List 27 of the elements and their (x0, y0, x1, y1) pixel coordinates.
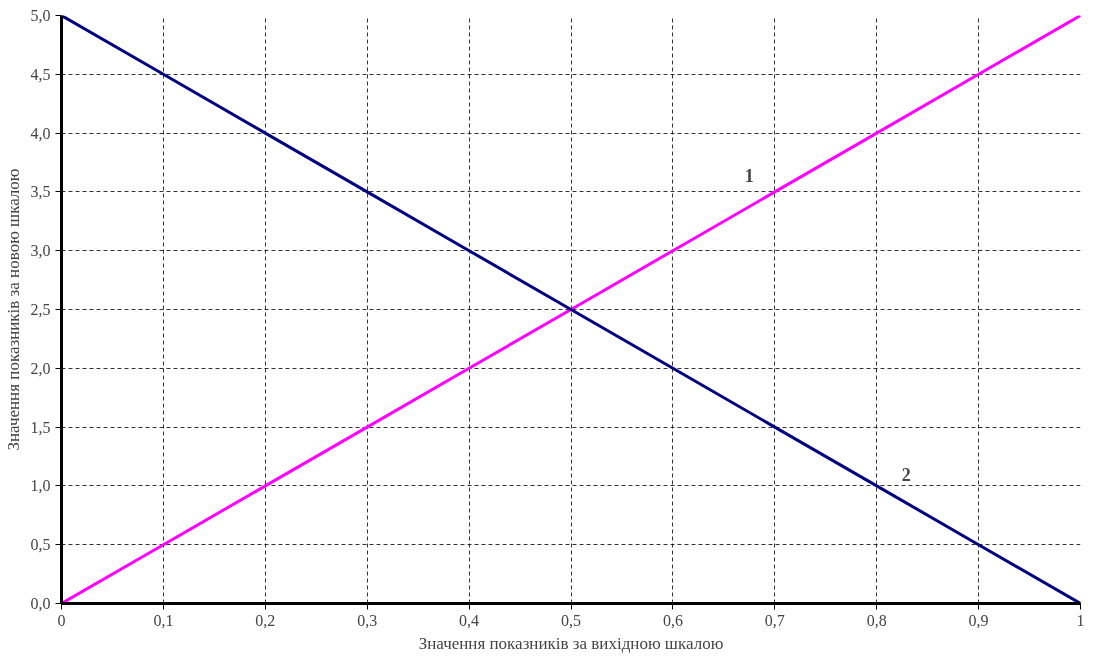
x-tick-label: 0,2 (255, 611, 276, 629)
y-tick-label: 0,5 (30, 536, 51, 554)
x-tick-label: 0 (57, 611, 66, 629)
y-tick-label: 2,5 (30, 301, 51, 318)
y-tick-label: 3,5 (30, 183, 51, 201)
y-tick-label: 0,0 (30, 595, 51, 612)
x-tick-label: 0,3 (357, 611, 378, 629)
x-tick-label: 0,6 (662, 611, 683, 629)
x-tick-label: 0,9 (968, 611, 989, 629)
y-tick-label: 1,5 (30, 418, 51, 436)
y-tick-label: 4,5 (30, 65, 51, 83)
series-label: 2 (901, 464, 911, 485)
series-label: 1 (744, 165, 754, 186)
y-tick-label: 4,0 (30, 124, 51, 142)
y-axis-title: Значення показників за новою шкалою (3, 168, 23, 451)
y-tick-label: 1,0 (30, 477, 51, 495)
x-tick-label: 0,4 (459, 611, 480, 629)
x-tick-label: 1 (1076, 611, 1085, 629)
x-axis-title: Значення показників за вихідною шкалою (418, 633, 724, 653)
x-tick-label: 0,1 (153, 611, 174, 629)
x-tick-label: 0,5 (561, 611, 581, 629)
x-tick-label: 0,7 (764, 611, 785, 629)
y-tick-label: 3,0 (30, 242, 51, 260)
y-tick-label: 5,0 (30, 7, 51, 24)
x-tick-label: 0,8 (866, 611, 887, 629)
line-series (61, 15, 1081, 604)
y-tick-label: 2,0 (30, 359, 51, 377)
